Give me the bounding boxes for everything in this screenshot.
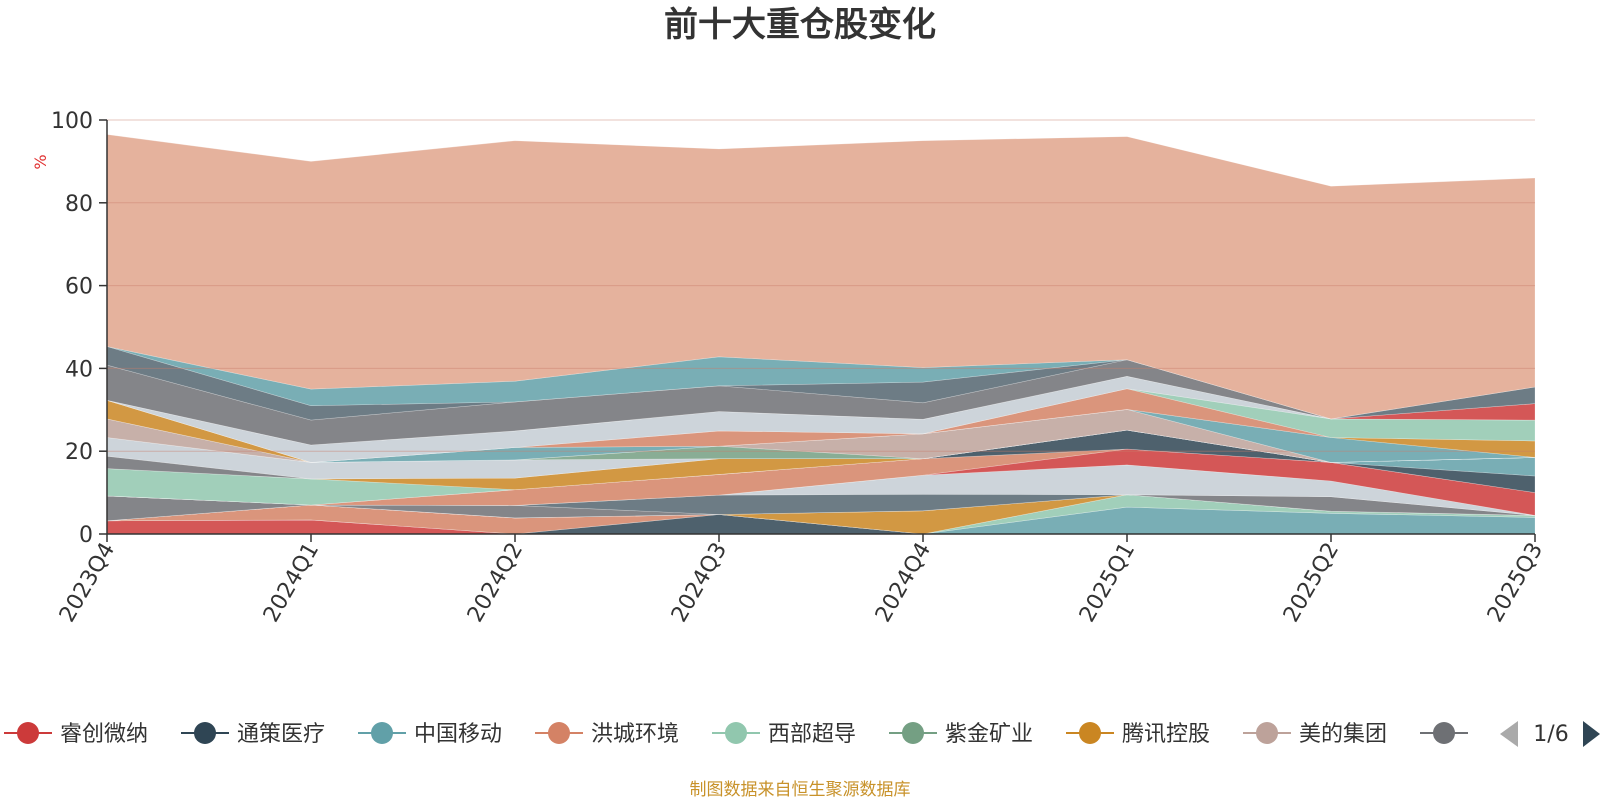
legend-prev-arrow-icon[interactable]	[1500, 721, 1518, 747]
legend-next-arrow-icon[interactable]	[1583, 721, 1600, 747]
y-axis-unit-label: %	[31, 154, 50, 169]
legend-marker	[194, 722, 216, 744]
legend-marker	[371, 722, 393, 744]
x-tick-label: 2025Q2	[1279, 539, 1344, 627]
y-tick-label: 100	[51, 109, 93, 134]
legend-label: 中国移动	[414, 722, 502, 747]
legend-label: 西部超导	[768, 722, 856, 747]
legend-item[interactable]: 腾讯控股	[1066, 722, 1210, 747]
x-tick-label: 2024Q3	[667, 539, 732, 627]
area-layers	[106, 134, 1536, 535]
legend-marker	[1079, 722, 1101, 744]
legend-item[interactable]: 睿创微纳	[4, 722, 148, 747]
legend-item[interactable]: 紫金矿业	[889, 722, 1033, 747]
area-series-8	[106, 494, 1536, 522]
legend-marker	[725, 722, 747, 744]
area-series-30	[106, 134, 1536, 420]
legend-marker	[1256, 722, 1278, 744]
source-note: 制图数据来自恒生聚源数据库	[690, 780, 911, 800]
area-series-24	[106, 388, 1536, 463]
legend-label: 通策医疗	[237, 722, 325, 747]
legend-page-indicator: 1/6	[1533, 722, 1568, 747]
x-tick-label: 2025Q1	[1075, 539, 1140, 627]
y-tick-label: 20	[65, 440, 93, 465]
x-tick-label: 2024Q1	[259, 539, 324, 627]
legend-label: 洪城环境	[591, 722, 679, 747]
y-tick-label: 60	[65, 275, 93, 300]
legend-item[interactable]: 美的集团	[1243, 722, 1387, 747]
chart-title: 前十大重仓股变化	[664, 5, 936, 45]
legend-label: 紫金矿业	[945, 722, 1033, 747]
legend-item[interactable]: 洪城环境	[535, 722, 679, 747]
legend-marker	[548, 722, 570, 744]
area-series-26	[106, 375, 1536, 446]
legend-pager: 1/6	[1500, 721, 1600, 747]
gridlines	[107, 119, 1535, 452]
legend: 睿创微纳 通策医疗 中国移动 洪城环境 西部超导 紫金矿业 腾讯控股 美的集团	[4, 722, 1468, 747]
legend-item[interactable]: 通策医疗	[181, 722, 325, 747]
legend-item[interactable]: 西部超导	[712, 722, 856, 747]
x-tick-label: 2024Q4	[871, 539, 936, 627]
legend-marker	[17, 722, 39, 744]
y-tick-label: 80	[65, 192, 93, 217]
x-tick-label: 2025Q3	[1483, 539, 1548, 627]
legend-label: 腾讯控股	[1122, 722, 1210, 747]
x-tick-label: 2024Q2	[463, 539, 528, 627]
legend-label: 睿创微纳	[60, 722, 148, 747]
legend-label: 美的集团	[1299, 722, 1387, 747]
y-tick-label: 40	[65, 357, 93, 382]
legend-marker	[1433, 722, 1455, 744]
y-tick-label: 0	[79, 523, 93, 548]
legend-item-partial[interactable]	[1420, 722, 1468, 744]
x-tick-label: 2023Q4	[55, 539, 120, 627]
legend-marker	[902, 722, 924, 744]
legend-item[interactable]: 中国移动	[358, 722, 502, 747]
